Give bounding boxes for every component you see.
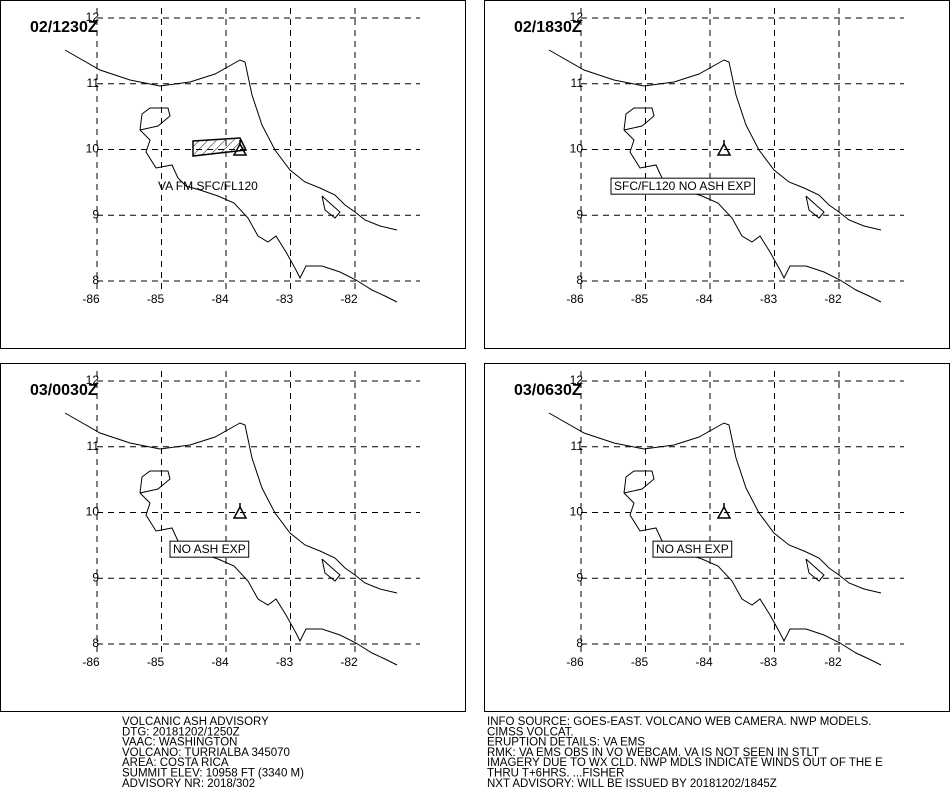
lat-label: 8 [92, 636, 99, 650]
advisory-line: SUMMIT ELEV: 10958 FT (3340 M) [122, 768, 304, 780]
map-panel: 8 9 10 11 12 -86 -85 -84 -83 -82 03/0630Z NO ASH EX… [484, 363, 950, 712]
lat-label: 11 [571, 76, 584, 90]
lon-label: -82 [824, 655, 842, 669]
lat-label: 11 [87, 439, 100, 453]
lon-label: -86 [82, 292, 100, 306]
advisory-line: INFO SOURCE: GOES-EAST. VOLCANO WEB CAME… [487, 716, 871, 728]
lon-label: -85 [147, 655, 165, 669]
advisory-line: NXT ADVISORY: WILL BE ISSUED BY 20181202… [487, 778, 777, 790]
lon-label: -83 [760, 292, 778, 306]
annotation-box [610, 177, 755, 195]
lat-label: 9 [576, 207, 583, 221]
lat-label: 12 [570, 10, 584, 24]
lat-label: 8 [92, 273, 99, 287]
map-panel: 8 9 10 11 12 -86 -85 -84 -83 -82 03/0030Z NO ASH EX… [0, 363, 466, 712]
valid-time: 03/0630Z [514, 382, 582, 399]
lat-label: 11 [87, 76, 100, 90]
coastline [64, 49, 398, 303]
lat-label: 11 [571, 439, 584, 453]
lon-label: -85 [631, 655, 649, 669]
advisory-line: CIMSS VOLCAT. [487, 726, 574, 738]
annotation-box [169, 540, 250, 558]
advisory-line: ADVISORY NR: 2018/302 [122, 778, 255, 790]
lat-label: 10 [570, 505, 584, 519]
coastline [64, 412, 398, 666]
lon-label: -83 [276, 292, 294, 306]
annotation-box [652, 540, 733, 558]
panel-border [0, 363, 466, 712]
annotation: NO ASH EXP [656, 542, 729, 556]
lon-label: -83 [760, 655, 778, 669]
lon-label: -84 [211, 292, 229, 306]
lat-label: 12 [86, 373, 100, 387]
lat-label: 9 [576, 570, 583, 584]
lon-label: -82 [340, 655, 358, 669]
advisory-line: IMAGERY DUE TO WX CLD. NWP MDLS INDICATE… [487, 757, 883, 769]
lat-label: 8 [576, 636, 583, 650]
advisory-line: VOLCANO: TURRIALBA 345070 [122, 747, 290, 759]
lon-label: -84 [211, 655, 229, 669]
lat-label: 10 [86, 142, 100, 156]
advisory-line: DTG: 20181202/1250Z [122, 726, 240, 738]
lat-label: 12 [570, 373, 584, 387]
advisory-line: VOLCANIC ASH ADVISORY [122, 716, 269, 728]
volcano-symbol [717, 139, 731, 156]
volcano-symbol [233, 502, 247, 519]
valid-time: 03/0030Z [30, 382, 98, 399]
lat-label: 10 [570, 142, 584, 156]
coastline [548, 49, 882, 303]
lat-label: 9 [92, 207, 99, 221]
lon-label: -85 [147, 292, 165, 306]
advisory-line: THRU T+6HRS. ...FISHER [487, 768, 625, 780]
lon-label: -84 [695, 655, 713, 669]
map-panel: 8 9 10 11 12 -86 -85 -84 -83 -82 02/1830Z SFC/FL120… [484, 0, 950, 349]
annotation: VA FM SFC/FL120 [158, 179, 258, 193]
advisory-line: RMK: VA EMS OBS IN VO WEBCAM. VA IS NOT … [487, 747, 819, 759]
volcano-symbol [717, 502, 731, 519]
lon-label: -86 [566, 292, 584, 306]
lon-label: -82 [340, 292, 358, 306]
lon-label: -86 [82, 655, 100, 669]
annotation: NO ASH EXP [173, 542, 246, 556]
lon-label: -83 [276, 655, 294, 669]
advisory-line: ERUPTION DETAILS: VA EMS [487, 737, 645, 749]
valid-time: 02/1230Z [30, 19, 98, 36]
coastline [548, 412, 882, 666]
lon-label: -86 [566, 655, 584, 669]
lon-label: -82 [824, 292, 842, 306]
lat-label: 12 [86, 10, 100, 24]
lon-label: -84 [695, 292, 713, 306]
valid-time: 02/1830Z [514, 19, 582, 36]
panel-border [0, 0, 466, 349]
map-panel: 8 9 10 11 12 -86 -85 -84 -83 -82 02/1230Z VA FM SFC… [0, 0, 466, 349]
lat-label: 9 [92, 570, 99, 584]
advisory-line: VAAC: WASHINGTON [122, 737, 237, 749]
advisory-line: AREA: COSTA RICA [122, 757, 229, 769]
lon-label: -85 [631, 292, 649, 306]
lat-label: 8 [576, 273, 583, 287]
lat-label: 10 [86, 505, 100, 519]
annotation: SFC/FL120 NO ASH EXP [614, 179, 751, 193]
ash-area [192, 137, 248, 157]
